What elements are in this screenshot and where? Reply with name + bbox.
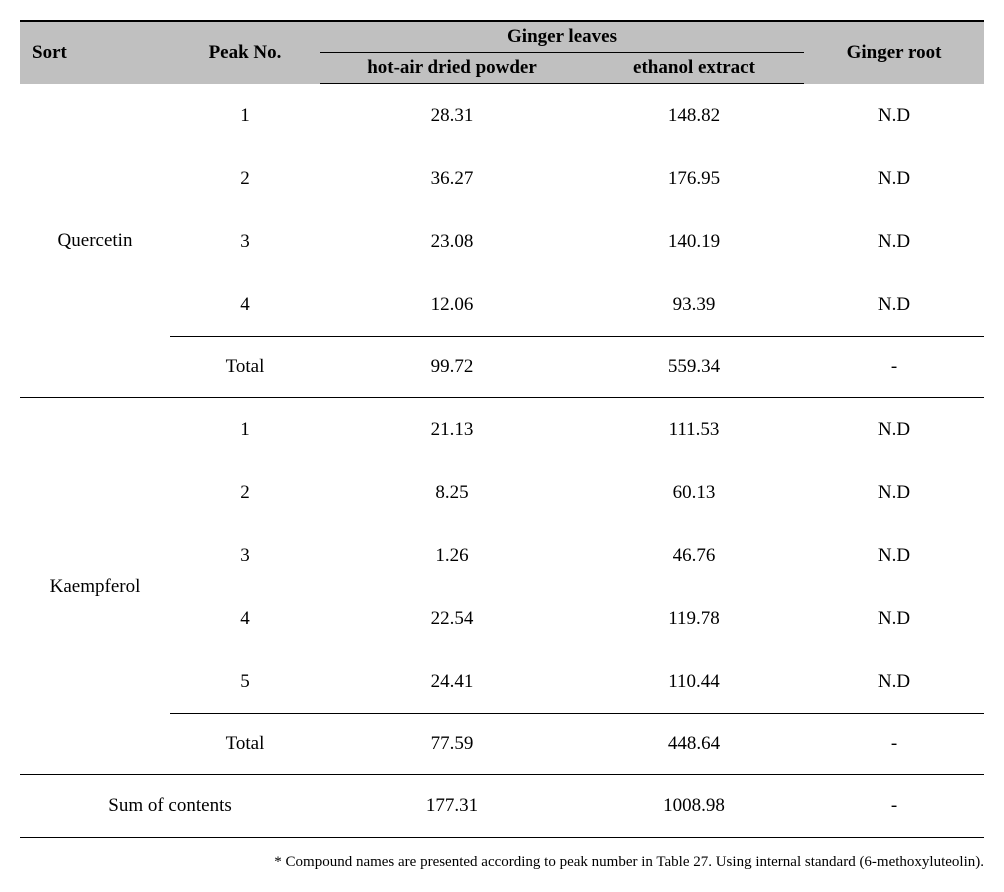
- header-root: Ginger root: [804, 21, 984, 84]
- table-cell: 111.53: [584, 398, 804, 462]
- table-cell: 93.39: [584, 273, 804, 337]
- table-cell: 46.76: [584, 524, 804, 587]
- table-cell: 23.08: [320, 210, 584, 273]
- table-cell: 2: [170, 147, 320, 210]
- data-table: Sort Peak No. Ginger leaves Ginger root …: [20, 20, 984, 838]
- table-cell: 28.31: [320, 84, 584, 148]
- table-cell: N.D: [804, 210, 984, 273]
- table-cell: 110.44: [584, 650, 804, 714]
- table-cell: 3: [170, 210, 320, 273]
- table-cell: 1: [170, 84, 320, 148]
- table-cell: N.D: [804, 461, 984, 524]
- sum-cell: 1008.98: [584, 775, 804, 838]
- table-cell: 1.26: [320, 524, 584, 587]
- table-cell: N.D: [804, 84, 984, 148]
- table-cell: 119.78: [584, 587, 804, 650]
- table-cell: 148.82: [584, 84, 804, 148]
- table-cell: 12.06: [320, 273, 584, 337]
- table-cell: 21.13: [320, 398, 584, 462]
- footnote: * Compound names are presented according…: [20, 854, 984, 871]
- sum-label: Sum of contents: [20, 775, 320, 838]
- table-cell: 4: [170, 587, 320, 650]
- header-peak: Peak No.: [170, 21, 320, 84]
- table-cell: 2: [170, 461, 320, 524]
- table-cell: 3: [170, 524, 320, 587]
- table-cell: 140.19: [584, 210, 804, 273]
- total-label: Total: [170, 337, 320, 398]
- table-cell: N.D: [804, 147, 984, 210]
- table-cell: N.D: [804, 650, 984, 714]
- total-cell: -: [804, 337, 984, 398]
- table-cell: 22.54: [320, 587, 584, 650]
- header-ginger-leaves: Ginger leaves: [320, 21, 804, 53]
- table-cell: N.D: [804, 398, 984, 462]
- header-sort: Sort: [20, 21, 170, 84]
- sum-cell: -: [804, 775, 984, 838]
- total-label: Total: [170, 714, 320, 775]
- table-cell: N.D: [804, 587, 984, 650]
- table-cell: 5: [170, 650, 320, 714]
- table-cell: 60.13: [584, 461, 804, 524]
- table-cell: 8.25: [320, 461, 584, 524]
- table-cell: N.D: [804, 524, 984, 587]
- header-powder: hot-air dried powder: [320, 53, 584, 84]
- header-ethanol: ethanol extract: [584, 53, 804, 84]
- total-cell: 77.59: [320, 714, 584, 775]
- table-cell: 36.27: [320, 147, 584, 210]
- section-kaempferol-label: Kaempferol: [20, 398, 170, 775]
- table-cell: 4: [170, 273, 320, 337]
- table-cell: N.D: [804, 273, 984, 337]
- section-quercetin-label: Quercetin: [20, 84, 170, 398]
- total-cell: -: [804, 714, 984, 775]
- total-cell: 99.72: [320, 337, 584, 398]
- table-cell: 1: [170, 398, 320, 462]
- total-cell: 559.34: [584, 337, 804, 398]
- sum-cell: 177.31: [320, 775, 584, 838]
- table-cell: 24.41: [320, 650, 584, 714]
- total-cell: 448.64: [584, 714, 804, 775]
- table-cell: 176.95: [584, 147, 804, 210]
